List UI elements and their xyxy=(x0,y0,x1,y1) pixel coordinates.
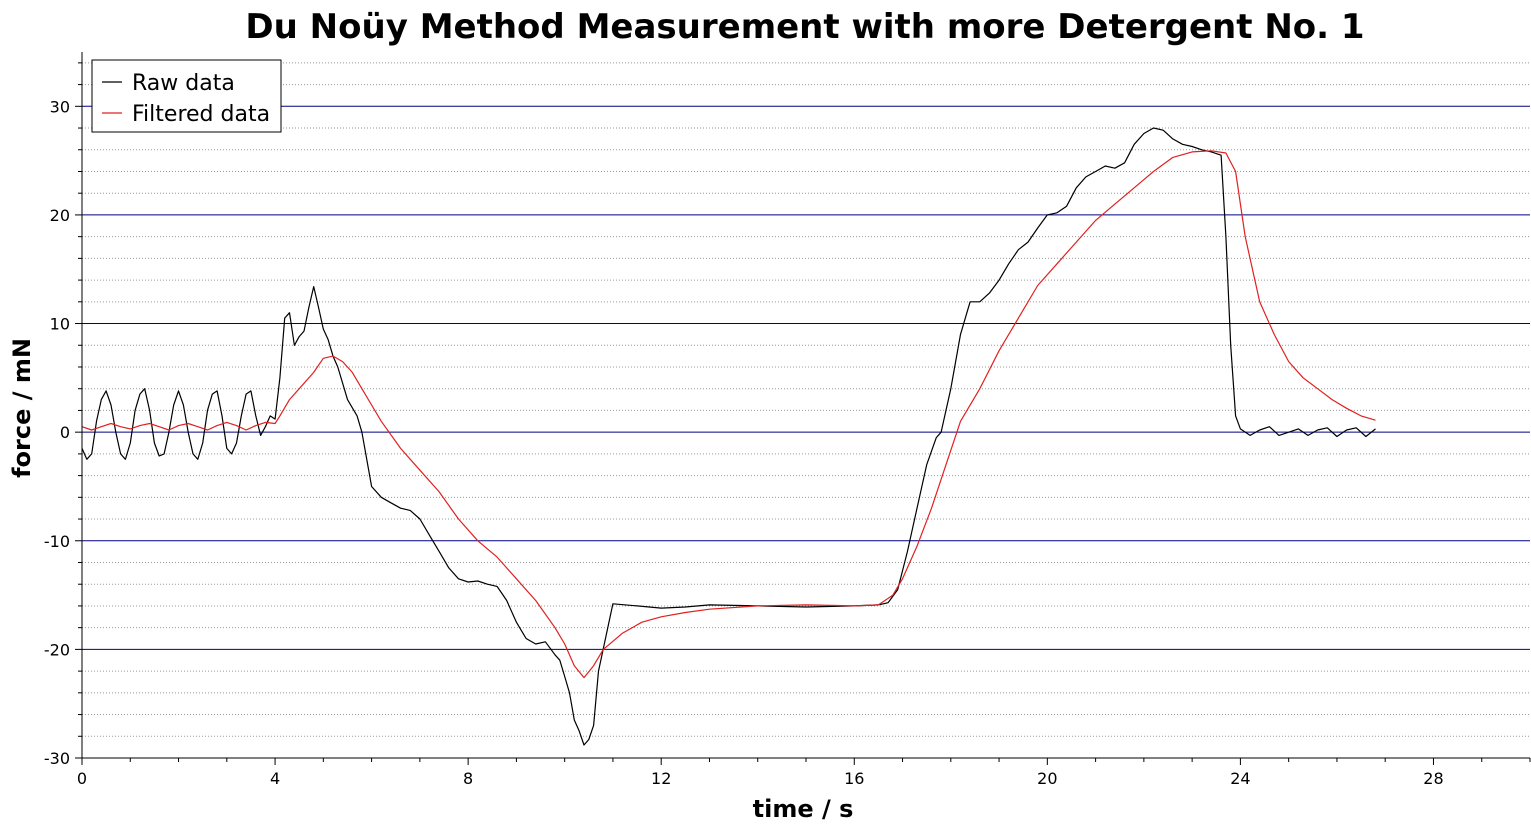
series-line-raw-data xyxy=(81,127,1376,746)
legend: Raw data Filtered data xyxy=(91,59,282,133)
y-tick-label: -10 xyxy=(44,532,70,551)
x-tick-label: 0 xyxy=(77,769,87,788)
x-tick-label: 4 xyxy=(270,769,280,788)
tick-labels: 0 4 8 12 16 20 24 28 -30 -20 -10 0 10 20 30 xyxy=(44,97,1444,788)
x-tick-label: 12 xyxy=(651,769,671,788)
legend-box xyxy=(91,59,282,133)
y-tick-label: 10 xyxy=(50,315,70,334)
y-axis-label: force / mN xyxy=(8,338,36,478)
legend-label: Raw data xyxy=(132,71,235,96)
y-tick-label: -20 xyxy=(44,640,70,659)
tick-marks xyxy=(75,62,1531,765)
x-tick-label: 20 xyxy=(1037,769,1057,788)
x-tick-label: 16 xyxy=(844,769,864,788)
y-tick-label: 20 xyxy=(50,206,70,225)
major-gridlines xyxy=(82,105,1530,650)
legend-label: Filtered data xyxy=(132,102,270,127)
minor-gridlines xyxy=(82,62,1530,737)
y-tick-label: 0 xyxy=(60,423,70,442)
y-tick-label: -30 xyxy=(44,749,70,768)
x-tick-label: 28 xyxy=(1423,769,1443,788)
y-tick-label: 30 xyxy=(50,97,70,116)
x-axis-label: time / s xyxy=(753,795,854,823)
x-tick-label: 8 xyxy=(463,769,473,788)
x-tick-label: 24 xyxy=(1230,769,1250,788)
plot-series xyxy=(81,127,1376,746)
axes xyxy=(81,52,1530,759)
series-line-filtered-data xyxy=(81,150,1376,679)
chart-title: Du Noüy Method Measurement with more Det… xyxy=(245,7,1364,47)
